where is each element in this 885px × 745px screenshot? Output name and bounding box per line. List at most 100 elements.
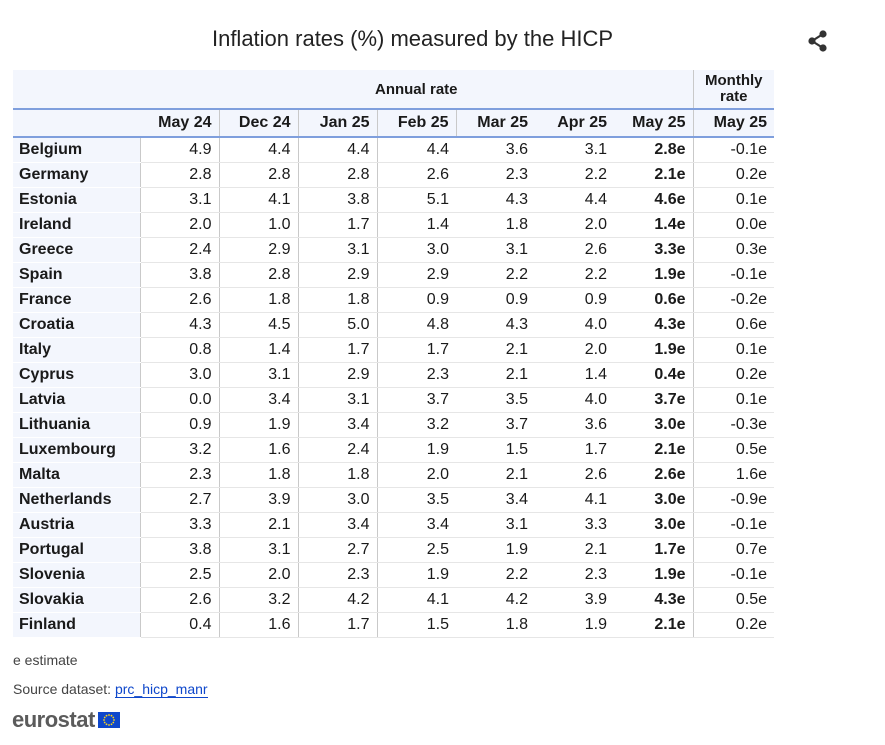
country-column-header [13,109,140,138]
monthly-rate-cell: -0.1e [692,137,774,163]
annual-rate-cell: 3.1 [297,387,377,413]
annual-rate-cell: 2.1 [218,512,298,538]
country-label: Belgium [13,137,140,163]
annual-rate-cell: 2.5 [139,562,219,588]
column-header-feb-25[interactable]: Feb 25 [376,109,456,138]
annual-rate-cell: 1.9 [535,612,614,638]
column-header-may-25-annual[interactable]: May 25 [614,109,693,138]
annual-rate-cell: 3.2 [139,437,219,463]
eu-flag-icon [97,712,120,728]
monthly-rate-cell: 0.1e [692,187,774,213]
source-line: Source dataset: prc_hicp_manr [13,681,208,698]
annual-rate-cell: 2.0 [376,462,456,488]
annual-rate-cell: 3.3 [139,512,219,538]
annual-rate-cell: 1.8 [297,287,377,313]
country-label: Slovenia [13,562,140,588]
annual-rate-cell: 2.2 [535,262,614,288]
annual-rate-cell: 2.4 [139,237,219,263]
annual-rate-cell: 0.9 [376,287,456,313]
table-row: Latvia 0.0 3.4 3.1 3.7 3.5 4.0 3.7e 0.1e [13,387,774,413]
monthly-rate-cell: 0.2e [692,162,774,188]
annual-rate-cell: 2.1 [456,362,535,388]
column-header-dec-24[interactable]: Dec 24 [218,109,298,138]
country-label: Luxembourg [13,437,140,463]
country-label: Finland [13,612,140,638]
annual-rate-cell: 2.1e [614,162,693,188]
annual-rate-cell: 0.9 [139,412,219,438]
annual-rate-cell: 2.0 [218,562,298,588]
annual-rate-cell: 4.5 [218,312,298,338]
annual-rate-cell: 3.2 [218,587,298,613]
column-header-mar-25[interactable]: Mar 25 [455,109,535,138]
annual-rate-cell: 0.6e [614,287,693,313]
annual-rate-cell: 4.3 [139,312,219,338]
annual-rate-cell: 2.0 [139,212,219,238]
table-row: France 2.6 1.8 1.8 0.9 0.9 0.9 0.6e -0.2e [13,287,774,313]
annual-rate-cell: 2.6 [139,587,219,613]
monthly-rate-cell: 0.5e [692,587,774,613]
annual-rate-cell: 1.4 [376,212,456,238]
annual-rate-cell: 1.4 [218,337,298,363]
monthly-rate-cell: 1.6e [692,462,774,488]
monthly-rate-cell: 0.7e [692,537,774,563]
annual-rate-cell: 3.0 [297,487,377,513]
country-label: Austria [13,512,140,538]
annual-rate-cell: 4.2 [297,587,377,613]
monthly-rate-cell: -0.9e [692,487,774,513]
monthly-rate-label-line2: rate [719,88,748,105]
annual-rate-cell: 4.2 [456,587,535,613]
column-header-apr-25[interactable]: Apr 25 [535,109,614,138]
annual-rate-cell: 2.2 [456,562,535,588]
annual-rate-cell: 2.3 [456,162,535,188]
annual-rate-cell: 2.2 [535,162,614,188]
annual-rate-cell: 0.8 [139,337,219,363]
table-row: Malta 2.3 1.8 1.8 2.0 2.1 2.6 2.6e 1.6e [13,462,774,488]
share-icon[interactable] [806,29,830,53]
annual-rate-cell: 2.8e [614,137,693,163]
annual-rate-cell: 3.4 [297,512,377,538]
country-label: Italy [13,337,140,363]
table-row: Estonia 3.1 4.1 3.8 5.1 4.3 4.4 4.6e 0.1e [13,187,774,213]
annual-rate-cell: 3.4 [297,412,377,438]
column-header-jan-25[interactable]: Jan 25 [297,109,377,138]
country-label: Ireland [13,212,140,238]
annual-rate-cell: 2.0 [535,337,614,363]
annual-rate-cell: 2.1e [614,612,693,638]
source-dataset-link[interactable]: prc_hicp_manr [114,681,208,698]
annual-rate-cell: 2.1 [456,337,535,363]
annual-rate-cell: 3.1 [297,237,377,263]
annual-rate-cell: 1.9 [218,412,298,438]
annual-rate-cell: 3.1 [139,187,219,213]
table-row: Finland 0.4 1.6 1.7 1.5 1.8 1.9 2.1e 0.2e [13,612,774,638]
annual-rate-cell: 0.9 [535,287,614,313]
annual-rate-cell: 3.7 [456,412,535,438]
monthly-rate-cell: 0.1e [692,387,774,413]
annual-rate-cell: 4.4 [535,187,614,213]
monthly-rate-cell: -0.3e [692,412,774,438]
table-row: Spain 3.8 2.8 2.9 2.9 2.2 2.2 1.9e -0.1e [13,262,774,288]
annual-rate-cell: 2.9 [297,362,377,388]
country-label: Malta [13,462,140,488]
annual-rate-cell: 4.3 [456,312,535,338]
annual-rate-cell: 3.7e [614,387,693,413]
annual-rate-cell: 3.1 [456,237,535,263]
annual-rate-cell: 2.7 [297,537,377,563]
table-row: Croatia 4.3 4.5 5.0 4.8 4.3 4.0 4.3e 0.6e [13,312,774,338]
monthly-rate-cell: 0.3e [692,237,774,263]
annual-rate-cell: 1.8 [456,612,535,638]
country-label: Lithuania [13,412,140,438]
country-label: Slovakia [13,587,140,613]
annual-rate-cell: 3.1 [535,137,614,163]
column-header-may-24[interactable]: May 24 [140,109,219,138]
monthly-rate-cell: 0.2e [692,612,774,638]
annual-rate-cell: 3.7 [376,387,456,413]
country-label: Spain [13,262,140,288]
annual-rate-cell: 2.3 [535,562,614,588]
annual-rate-cell: 3.0 [139,362,219,388]
column-header-may-25-monthly[interactable]: May 25 [692,109,774,138]
country-label: Portugal [13,537,140,563]
country-label: Latvia [13,387,140,413]
eurostat-wordmark: eurostat [12,707,95,732]
annual-rate-cell: 4.1 [535,487,614,513]
monthly-rate-cell: -0.1e [692,512,774,538]
